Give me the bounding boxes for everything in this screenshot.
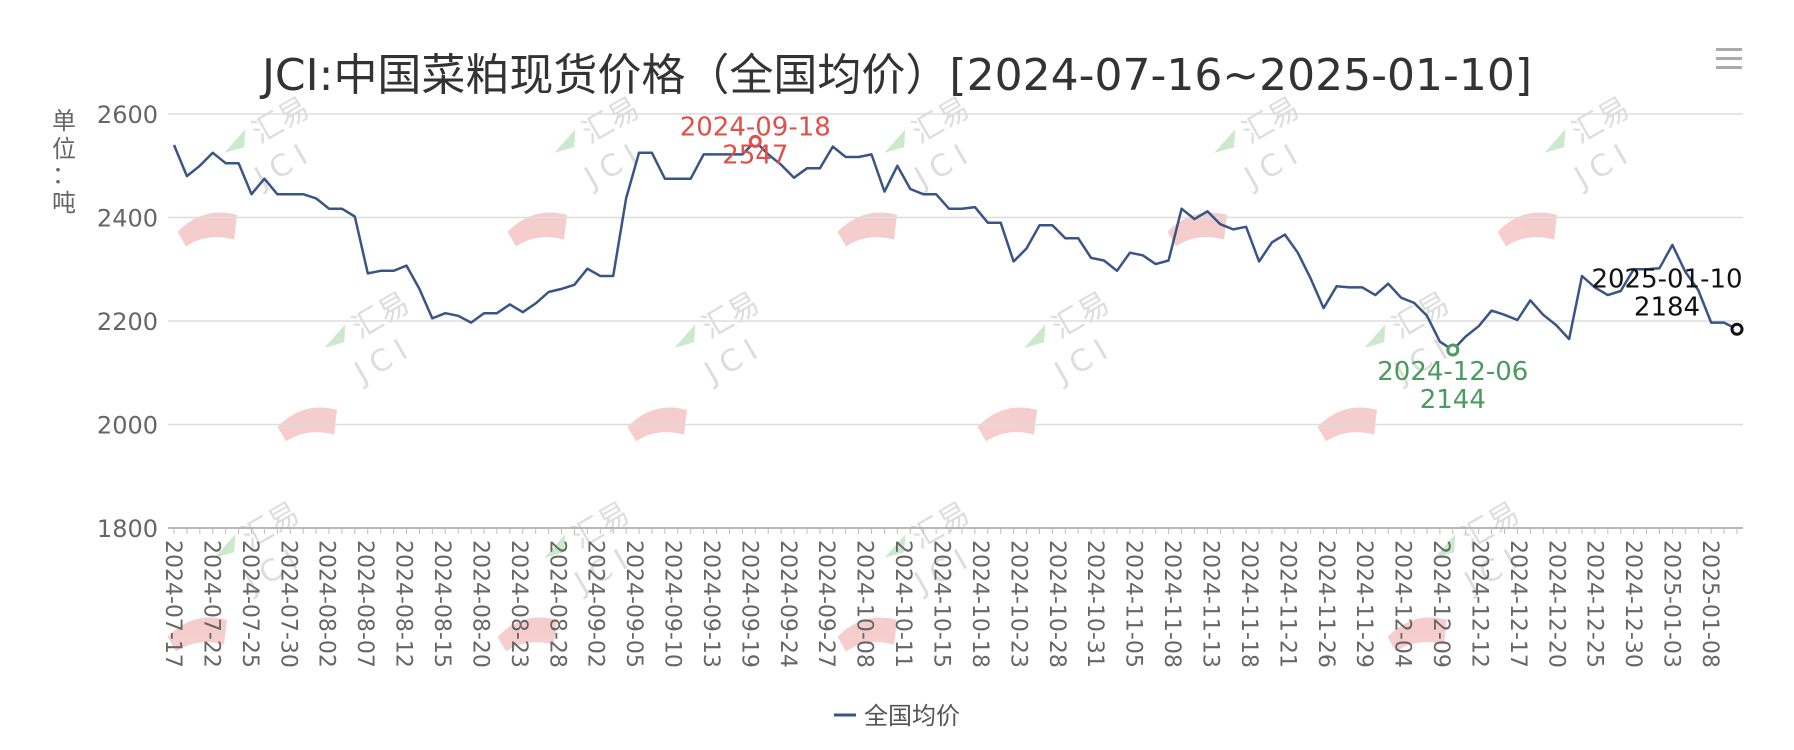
x-tick-label: 2024-11-18 bbox=[1236, 540, 1261, 668]
y-axis-label-char: ： bbox=[52, 161, 76, 189]
x-tick-label: 2024-12-20 bbox=[1543, 540, 1568, 668]
annotation-date: 2025-01-10 bbox=[1591, 264, 1742, 294]
x-tick-label: 2024-09-24 bbox=[775, 540, 800, 668]
x-tick-label: 2024-10-23 bbox=[1005, 540, 1030, 668]
x-tick-label: 2024-08-02 bbox=[314, 540, 339, 668]
x-tick-label: 2024-09-27 bbox=[813, 540, 838, 668]
y-tick-label: 2200 bbox=[97, 308, 158, 336]
y-tick-label: 1800 bbox=[97, 515, 158, 543]
legend[interactable]: 全国均价 bbox=[834, 702, 960, 730]
x-tick-label: 2024-12-12 bbox=[1466, 540, 1491, 668]
x-tick-label: 2024-08-15 bbox=[429, 540, 454, 668]
x-tick-label: 2024-07-17 bbox=[160, 540, 185, 668]
annotation-marker[interactable] bbox=[1446, 343, 1460, 357]
legend-label: 全国均价 bbox=[864, 702, 960, 730]
annotation-value: 2144 bbox=[1420, 385, 1486, 415]
y-axis-label-char: 吨 bbox=[52, 189, 76, 217]
annotation-date: 2024-09-18 bbox=[680, 112, 831, 142]
y-tick-label: 2400 bbox=[97, 205, 158, 233]
x-tick-label: 2024-12-04 bbox=[1390, 540, 1415, 668]
series-layer bbox=[172, 140, 1738, 352]
x-tick-label: 2024-09-13 bbox=[698, 540, 723, 668]
watermark-text: JCI bbox=[1567, 134, 1640, 197]
watermark-text: JCI bbox=[347, 329, 420, 392]
watermark-text: JCI bbox=[1237, 134, 1310, 197]
chart-title: JCI:中国菜粕现货价格（全国均价）[2024-07-16~2025-01-10… bbox=[259, 50, 1532, 101]
watermark-text: JCI bbox=[697, 329, 770, 392]
x-tick-label: 2024-11-05 bbox=[1121, 540, 1146, 668]
y-axis-label-char: 位 bbox=[52, 135, 76, 163]
x-tick-label: 2024-10-15 bbox=[929, 540, 954, 668]
x-axis: 2024-07-17 2024-07-22 2024-07-25 2024-07-30… bbox=[160, 527, 1743, 668]
menu-icon[interactable] bbox=[1716, 48, 1742, 69]
x-tick-label: 2024-08-07 bbox=[352, 540, 377, 668]
x-tick-label: 2024-12-09 bbox=[1428, 540, 1453, 668]
x-tick-label: 2024-12-30 bbox=[1620, 540, 1645, 668]
x-tick-label: 2024-11-13 bbox=[1197, 540, 1222, 668]
x-tick-label: 2025-01-03 bbox=[1659, 540, 1684, 668]
x-tick-label: 2024-08-12 bbox=[391, 540, 416, 668]
x-tick-label: 2024-11-08 bbox=[1159, 540, 1184, 668]
y-tick-label: 2600 bbox=[97, 101, 158, 129]
x-tick-label: 2024-09-10 bbox=[660, 540, 685, 668]
x-tick-label: 2024-12-17 bbox=[1505, 540, 1530, 668]
annotation-date: 2024-12-06 bbox=[1377, 357, 1528, 387]
x-tick-label: 2024-09-19 bbox=[736, 540, 761, 668]
x-tick-label: 2024-11-21 bbox=[1274, 540, 1299, 668]
x-tick-label: 2024-11-29 bbox=[1351, 540, 1376, 668]
x-tick-label: 2024-09-02 bbox=[583, 540, 608, 668]
x-tick-label: 2024-07-22 bbox=[198, 540, 223, 668]
x-tick-label: 2024-11-26 bbox=[1313, 540, 1338, 668]
x-tick-label: 2024-07-30 bbox=[275, 540, 300, 668]
x-tick-label: 2024-08-28 bbox=[544, 540, 569, 668]
x-tick-label: 2024-10-28 bbox=[1044, 540, 1069, 668]
y-axis-ticks: 1800 2000 2200 2400 2600 bbox=[97, 101, 158, 543]
watermark-text: JCI bbox=[907, 134, 980, 197]
y-axis-label: 单 位 ： 吨 bbox=[52, 107, 76, 217]
x-tick-label: 2024-07-25 bbox=[237, 540, 262, 668]
x-tick-label: 2024-08-23 bbox=[506, 540, 531, 668]
x-tick-label: 2024-10-11 bbox=[890, 540, 915, 668]
x-tick-label: 2024-12-25 bbox=[1582, 540, 1607, 668]
x-tick-label: 2025-01-08 bbox=[1697, 540, 1722, 668]
watermark-text: JCI bbox=[1047, 329, 1120, 392]
series-line bbox=[172, 140, 1738, 352]
x-tick-label: 2024-10-31 bbox=[1082, 540, 1107, 668]
annotation-value: 2184 bbox=[1634, 292, 1700, 322]
annotation-marker[interactable] bbox=[748, 134, 762, 148]
annotation-marker[interactable] bbox=[1730, 322, 1744, 336]
y-axis-label-char: 单 bbox=[52, 107, 76, 135]
x-tick-label: 2024-10-18 bbox=[967, 540, 992, 668]
annotation-value: 2547 bbox=[722, 140, 788, 170]
x-tick-label: 2024-08-20 bbox=[467, 540, 492, 668]
x-tick-label: 2024-09-05 bbox=[621, 540, 646, 668]
x-tick-label: 2024-10-08 bbox=[852, 540, 877, 668]
watermark-text: JCI bbox=[577, 134, 650, 197]
y-tick-label: 2000 bbox=[97, 412, 158, 440]
